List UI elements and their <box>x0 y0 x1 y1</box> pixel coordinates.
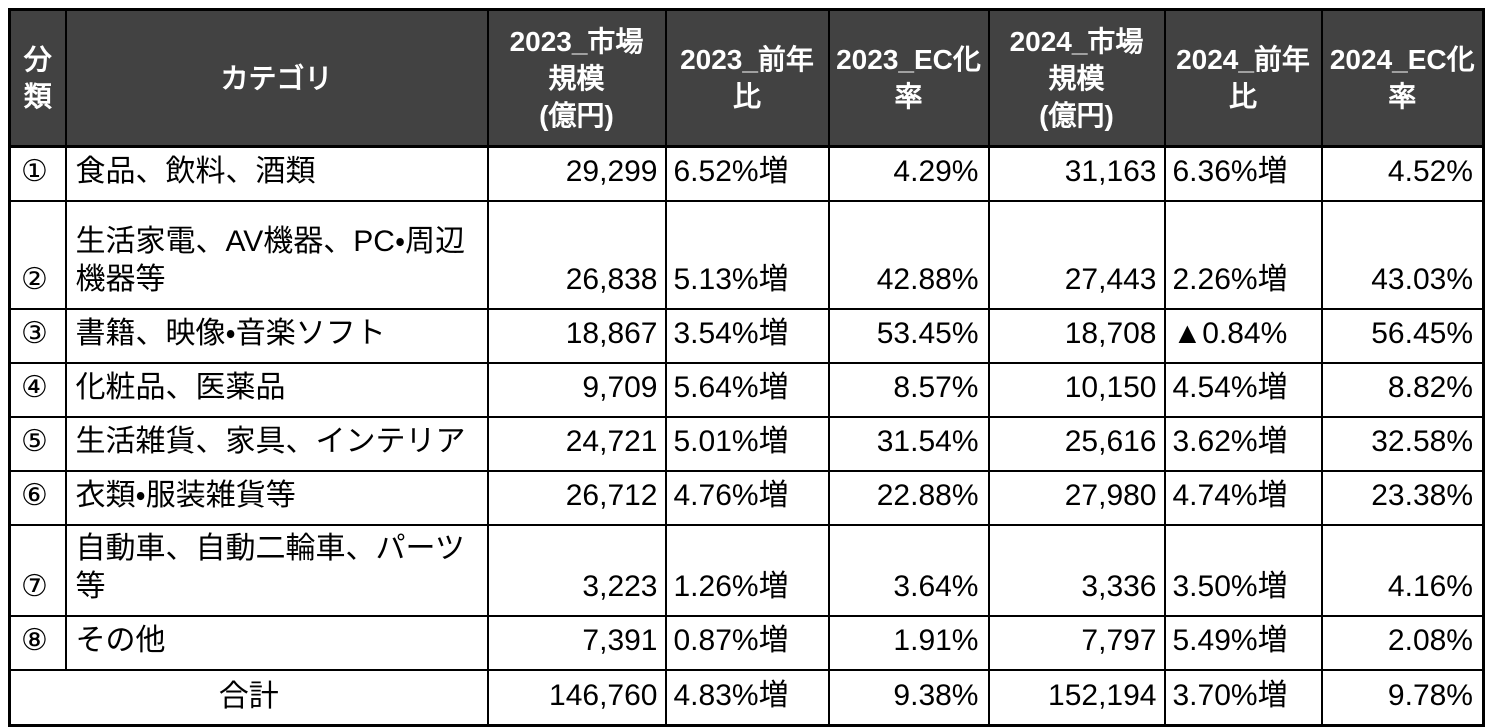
total-ec-rate-2024-cell: 9.78% <box>1320 668 1485 727</box>
ec-rate-2023-cell: 8.57% <box>827 361 990 418</box>
total-market-size-2024-cell: 152,194 <box>987 668 1166 727</box>
yoy-2023-cell: 6.52%増 <box>664 145 830 202</box>
ec-rate-2024-cell: 2.08% <box>1320 614 1485 671</box>
ec-rate-2023-cell: 4.29% <box>827 145 990 202</box>
col-header-yoy-2024: 2024_前年 比 <box>1163 8 1323 148</box>
table-row: ④ 化粧品、医薬品 9,709 5.64%増 8.57% 10,150 4.54%増 8.82… <box>8 361 1485 418</box>
category-cell: 衣類・服装雑貨等 <box>64 469 489 526</box>
category-cell: その他 <box>64 614 489 671</box>
market-size-2023-cell: 24,721 <box>486 415 667 472</box>
market-size-2023-cell: 18,867 <box>486 307 667 364</box>
market-size-2024-cell: 27,980 <box>987 469 1166 526</box>
total-market-size-2023-cell: 146,760 <box>486 668 667 727</box>
total-yoy-2024-cell: 3.70%増 <box>1163 668 1323 727</box>
table-footer: 合計 146,760 4.83%増 9.38% 152,194 3.70%増 9… <box>8 668 1485 727</box>
market-size-2024-cell: 25,616 <box>987 415 1166 472</box>
yoy-2023-cell: 5.64%増 <box>664 361 830 418</box>
total-row: 合計 146,760 4.83%増 9.38% 152,194 3.70%増 9… <box>8 668 1485 727</box>
col-header-category: カテゴリ <box>64 8 489 148</box>
table-row: ① 食品、飲料、酒類 29,299 6.52%増 4.29% 31,163 6.36%増 4.… <box>8 145 1485 202</box>
yoy-2023-cell: 5.01%増 <box>664 415 830 472</box>
classification-cell: ⑥ <box>8 469 67 526</box>
market-size-2023-cell: 3,223 <box>486 523 667 617</box>
table-row: ② 生活家電、AV機器、PC・周辺 機器等 26,838 5.13%増 42.88% 27… <box>8 199 1485 310</box>
yoy-2024-cell: 6.36%増 <box>1163 145 1323 202</box>
category-cell: 生活雑貨、家具、インテリア <box>64 415 489 472</box>
market-size-2024-cell: 10,150 <box>987 361 1166 418</box>
market-size-2023-cell: 26,838 <box>486 199 667 310</box>
category-cell: 書籍、映像・音楽ソフト <box>64 307 489 364</box>
total-label-cell: 合計 <box>8 668 489 727</box>
market-size-2023-cell: 9,709 <box>486 361 667 418</box>
yoy-2023-cell: 0.87%増 <box>664 614 830 671</box>
market-size-2024-cell: 3,336 <box>987 523 1166 617</box>
ec-rate-2024-cell: 32.58% <box>1320 415 1485 472</box>
table-header: 分類 カテゴリ 2023_市場 規模 (億円) 2023_前年 比 2023_E… <box>8 8 1485 148</box>
yoy-2024-cell: 4.54%増 <box>1163 361 1323 418</box>
market-size-2024-cell: 31,163 <box>987 145 1166 202</box>
ec-rate-2024-cell: 23.38% <box>1320 469 1485 526</box>
market-size-2023-cell: 29,299 <box>486 145 667 202</box>
table-header-row: 分類 カテゴリ 2023_市場 規模 (億円) 2023_前年 比 2023_E… <box>8 8 1485 148</box>
yoy-2023-cell: 3.54%増 <box>664 307 830 364</box>
category-cell: 化粧品、医薬品 <box>64 361 489 418</box>
ec-rate-2023-cell: 31.54% <box>827 415 990 472</box>
ec-rate-2024-cell: 43.03% <box>1320 199 1485 310</box>
table-row: ⑧ その他 7,391 0.87%増 1.91% 7,797 5.49%増 2.08% <box>8 614 1485 671</box>
classification-cell: ⑧ <box>8 614 67 671</box>
ec-rate-2023-cell: 53.45% <box>827 307 990 364</box>
classification-cell: ⑤ <box>8 415 67 472</box>
market-size-2023-cell: 26,712 <box>486 469 667 526</box>
ec-market-table: 分類 カテゴリ 2023_市場 規模 (億円) 2023_前年 比 2023_E… <box>8 8 1485 727</box>
ec-rate-2023-cell: 42.88% <box>827 199 990 310</box>
ec-rate-2024-cell: 8.82% <box>1320 361 1485 418</box>
table-row: ⑥ 衣類・服装雑貨等 26,712 4.76%増 22.88% 27,980 4.74%増 2… <box>8 469 1485 526</box>
classification-cell: ⑦ <box>8 523 67 617</box>
market-size-2023-cell: 7,391 <box>486 614 667 671</box>
total-ec-rate-2023-cell: 9.38% <box>827 668 990 727</box>
ec-rate-2024-cell: 56.45% <box>1320 307 1485 364</box>
table-body: ① 食品、飲料、酒類 29,299 6.52%増 4.29% 31,163 6.36%増 4.… <box>8 145 1485 671</box>
yoy-2023-cell: 1.26%増 <box>664 523 830 617</box>
ec-rate-2024-cell: 4.52% <box>1320 145 1485 202</box>
yoy-2024-cell: 4.74%増 <box>1163 469 1323 526</box>
col-header-market-size-2024: 2024_市場 規模 (億円) <box>987 8 1166 148</box>
yoy-2024-cell: 5.49%増 <box>1163 614 1323 671</box>
total-yoy-2023-cell: 4.83%増 <box>664 668 830 727</box>
col-header-yoy-2023: 2023_前年 比 <box>664 8 830 148</box>
yoy-2024-cell: ▲0.84% <box>1163 307 1323 364</box>
category-cell: 生活家電、AV機器、PC・周辺 機器等 <box>64 199 489 310</box>
yoy-2024-cell: 2.26%増 <box>1163 199 1323 310</box>
classification-cell: ② <box>8 199 67 310</box>
category-cell: 自動車、自動二輪車、パーツ等 <box>64 523 489 617</box>
col-header-classification: 分類 <box>8 8 67 148</box>
classification-cell: ③ <box>8 307 67 364</box>
col-header-ec-rate-2024: 2024_EC化 率 <box>1320 8 1485 148</box>
ec-rate-2023-cell: 3.64% <box>827 523 990 617</box>
yoy-2024-cell: 3.62%増 <box>1163 415 1323 472</box>
col-header-market-size-2023: 2023_市場 規模 (億円) <box>486 8 667 148</box>
category-cell: 食品、飲料、酒類 <box>64 145 489 202</box>
col-header-ec-rate-2023: 2023_EC化 率 <box>827 8 990 148</box>
table-row: ③ 書籍、映像・音楽ソフト 18,867 3.54%増 53.45% 18,708 ▲0.8… <box>8 307 1485 364</box>
market-size-2024-cell: 18,708 <box>987 307 1166 364</box>
market-size-2024-cell: 27,443 <box>987 199 1166 310</box>
table-row: ⑦ 自動車、自動二輪車、パーツ等 3,223 1.26%増 3.64% 3,336 3.50… <box>8 523 1485 617</box>
yoy-2023-cell: 5.13%増 <box>664 199 830 310</box>
ec-rate-2023-cell: 1.91% <box>827 614 990 671</box>
yoy-2024-cell: 3.50%増 <box>1163 523 1323 617</box>
yoy-2023-cell: 4.76%増 <box>664 469 830 526</box>
market-size-2024-cell: 7,797 <box>987 614 1166 671</box>
ec-rate-2023-cell: 22.88% <box>827 469 990 526</box>
ec-rate-2024-cell: 4.16% <box>1320 523 1485 617</box>
classification-cell: ④ <box>8 361 67 418</box>
table-row: ⑤ 生活雑貨、家具、インテリア 24,721 5.01%増 31.54% 25,616 3.… <box>8 415 1485 472</box>
classification-cell: ① <box>8 145 67 202</box>
